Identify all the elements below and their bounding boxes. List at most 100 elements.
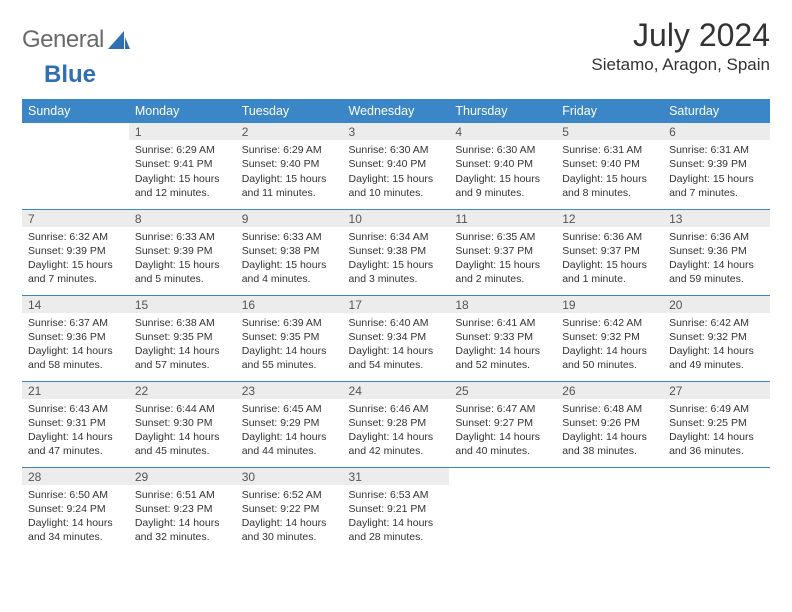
daylight-text-1: Daylight: 14 hours	[349, 344, 444, 358]
calendar-cell: 14Sunrise: 6:37 AMSunset: 9:36 PMDayligh…	[22, 295, 129, 381]
daylight-text-1: Daylight: 15 hours	[349, 172, 444, 186]
daylight-text-1: Daylight: 14 hours	[242, 344, 337, 358]
sunset-text: Sunset: 9:37 PM	[562, 244, 657, 258]
weekday-header: Monday	[129, 99, 236, 123]
sunset-text: Sunset: 9:27 PM	[455, 416, 550, 430]
calendar-cell: 4Sunrise: 6:30 AMSunset: 9:40 PMDaylight…	[449, 123, 556, 209]
calendar-row: 1Sunrise: 6:29 AMSunset: 9:41 PMDaylight…	[22, 123, 770, 209]
daylight-text-1: Daylight: 14 hours	[242, 430, 337, 444]
page: General July 2024 Sietamo, Aragon, Spain…	[0, 0, 792, 553]
calendar-body: 1Sunrise: 6:29 AMSunset: 9:41 PMDaylight…	[22, 123, 770, 553]
day-number: 21	[22, 382, 129, 399]
daylight-text-1: Daylight: 14 hours	[455, 430, 550, 444]
sunrise-text: Sunrise: 6:36 AM	[669, 230, 764, 244]
sunrise-text: Sunrise: 6:38 AM	[135, 316, 230, 330]
calendar-cell: 7Sunrise: 6:32 AMSunset: 9:39 PMDaylight…	[22, 209, 129, 295]
daylight-text-2: and 9 minutes.	[455, 186, 550, 200]
day-detail: Sunrise: 6:49 AMSunset: 9:25 PMDaylight:…	[663, 399, 770, 463]
sunset-text: Sunset: 9:30 PM	[135, 416, 230, 430]
sunset-text: Sunset: 9:34 PM	[349, 330, 444, 344]
sunrise-text: Sunrise: 6:36 AM	[562, 230, 657, 244]
sunrise-text: Sunrise: 6:50 AM	[28, 488, 123, 502]
daylight-text-1: Daylight: 14 hours	[455, 344, 550, 358]
daylight-text-2: and 7 minutes.	[669, 186, 764, 200]
day-number: 5	[556, 123, 663, 140]
day-number: 25	[449, 382, 556, 399]
sunrise-text: Sunrise: 6:33 AM	[135, 230, 230, 244]
daylight-text-2: and 40 minutes.	[455, 444, 550, 458]
day-detail: Sunrise: 6:30 AMSunset: 9:40 PMDaylight:…	[449, 140, 556, 204]
calendar-cell: 20Sunrise: 6:42 AMSunset: 9:32 PMDayligh…	[663, 295, 770, 381]
weekday-header: Friday	[556, 99, 663, 123]
calendar-cell: 6Sunrise: 6:31 AMSunset: 9:39 PMDaylight…	[663, 123, 770, 209]
daylight-text-1: Daylight: 15 hours	[455, 258, 550, 272]
daylight-text-2: and 50 minutes.	[562, 358, 657, 372]
day-number: 12	[556, 210, 663, 227]
sunrise-text: Sunrise: 6:49 AM	[669, 402, 764, 416]
day-detail: Sunrise: 6:45 AMSunset: 9:29 PMDaylight:…	[236, 399, 343, 463]
daylight-text-1: Daylight: 14 hours	[669, 430, 764, 444]
sunrise-text: Sunrise: 6:34 AM	[349, 230, 444, 244]
sunrise-text: Sunrise: 6:30 AM	[455, 143, 550, 157]
sunset-text: Sunset: 9:40 PM	[455, 157, 550, 171]
sunset-text: Sunset: 9:26 PM	[562, 416, 657, 430]
daylight-text-1: Daylight: 14 hours	[28, 344, 123, 358]
daylight-text-2: and 32 minutes.	[135, 530, 230, 544]
calendar-row: 28Sunrise: 6:50 AMSunset: 9:24 PMDayligh…	[22, 467, 770, 553]
sunset-text: Sunset: 9:29 PM	[242, 416, 337, 430]
calendar-cell: 16Sunrise: 6:39 AMSunset: 9:35 PMDayligh…	[236, 295, 343, 381]
day-number: 26	[556, 382, 663, 399]
day-number: 11	[449, 210, 556, 227]
sunset-text: Sunset: 9:41 PM	[135, 157, 230, 171]
day-detail: Sunrise: 6:53 AMSunset: 9:21 PMDaylight:…	[343, 485, 450, 549]
daylight-text-1: Daylight: 15 hours	[562, 258, 657, 272]
sunrise-text: Sunrise: 6:53 AM	[349, 488, 444, 502]
calendar-cell: 15Sunrise: 6:38 AMSunset: 9:35 PMDayligh…	[129, 295, 236, 381]
daylight-text-2: and 2 minutes.	[455, 272, 550, 286]
calendar-cell: 2Sunrise: 6:29 AMSunset: 9:40 PMDaylight…	[236, 123, 343, 209]
sunset-text: Sunset: 9:40 PM	[562, 157, 657, 171]
day-number: 28	[22, 468, 129, 485]
weekday-header: Wednesday	[343, 99, 450, 123]
day-detail: Sunrise: 6:38 AMSunset: 9:35 PMDaylight:…	[129, 313, 236, 377]
calendar-cell: 25 Sunrise: 6:47 AMSunset: 9:27 PMDayligh…	[449, 381, 556, 467]
daylight-text-2: and 54 minutes.	[349, 358, 444, 372]
calendar-cell: 13Sunrise: 6:36 AMSunset: 9:36 PMDayligh…	[663, 209, 770, 295]
calendar-cell: 18Sunrise: 6:41 AMSunset: 9:33 PMDayligh…	[449, 295, 556, 381]
daylight-text-2: and 57 minutes.	[135, 358, 230, 372]
day-detail: Sunrise: 6:31 AMSunset: 9:39 PMDaylight:…	[663, 140, 770, 204]
calendar-cell: 5Sunrise: 6:31 AMSunset: 9:40 PMDaylight…	[556, 123, 663, 209]
daylight-text-1: Daylight: 15 hours	[135, 172, 230, 186]
calendar-cell: 30Sunrise: 6:52 AMSunset: 9:22 PMDayligh…	[236, 467, 343, 553]
sunrise-text: Sunrise: 6:37 AM	[28, 316, 123, 330]
day-number: 24	[343, 382, 450, 399]
sunrise-text: Sunrise: 6:51 AM	[135, 488, 230, 502]
daylight-text-1: Daylight: 14 hours	[135, 516, 230, 530]
day-number: 18	[449, 296, 556, 313]
brand-word-2: Blue	[22, 61, 96, 89]
day-detail: Sunrise: 6:52 AMSunset: 9:22 PMDaylight:…	[236, 485, 343, 549]
sunrise-text: Sunrise: 6:40 AM	[349, 316, 444, 330]
sunset-text: Sunset: 9:35 PM	[135, 330, 230, 344]
day-detail: Sunrise: 6:30 AMSunset: 9:40 PMDaylight:…	[343, 140, 450, 204]
day-number: 6	[663, 123, 770, 140]
sunrise-text: Sunrise: 6:47 AM	[455, 402, 550, 416]
calendar-row: 21Sunrise: 6:43 AMSunset: 9:31 PMDayligh…	[22, 381, 770, 467]
brand-logo: General	[22, 18, 132, 54]
calendar-cell: 19Sunrise: 6:42 AMSunset: 9:32 PMDayligh…	[556, 295, 663, 381]
sunset-text: Sunset: 9:38 PM	[349, 244, 444, 258]
day-number: 3	[343, 123, 450, 140]
day-detail: Sunrise: 6:48 AMSunset: 9:26 PMDaylight:…	[556, 399, 663, 463]
calendar-cell: 1Sunrise: 6:29 AMSunset: 9:41 PMDaylight…	[129, 123, 236, 209]
day-detail: Sunrise: 6:39 AMSunset: 9:35 PMDaylight:…	[236, 313, 343, 377]
sunrise-text: Sunrise: 6:48 AM	[562, 402, 657, 416]
sunset-text: Sunset: 9:39 PM	[669, 157, 764, 171]
calendar-cell: 23Sunrise: 6:45 AMSunset: 9:29 PMDayligh…	[236, 381, 343, 467]
month-title: July 2024	[591, 18, 770, 53]
day-detail: Sunrise: 6:32 AMSunset: 9:39 PMDaylight:…	[22, 227, 129, 291]
calendar-cell: 22Sunrise: 6:44 AMSunset: 9:30 PMDayligh…	[129, 381, 236, 467]
daylight-text-2: and 30 minutes.	[242, 530, 337, 544]
calendar-cell: 10Sunrise: 6:34 AMSunset: 9:38 PMDayligh…	[343, 209, 450, 295]
sunrise-text: Sunrise: 6:31 AM	[669, 143, 764, 157]
sunrise-text: Sunrise: 6:31 AM	[562, 143, 657, 157]
